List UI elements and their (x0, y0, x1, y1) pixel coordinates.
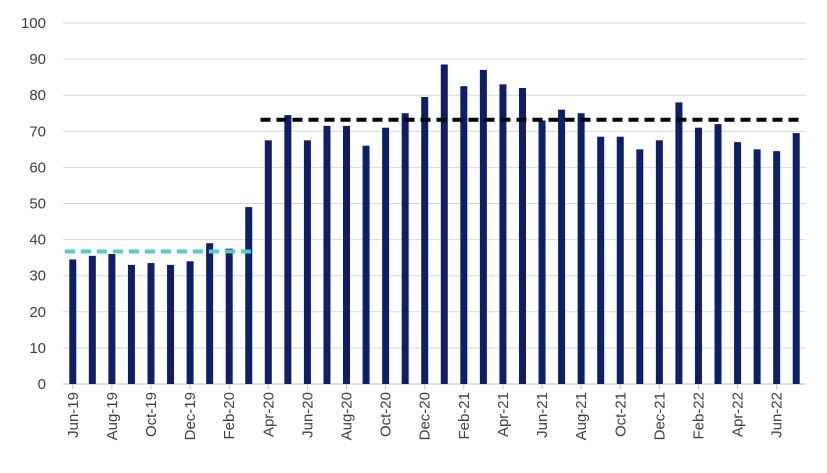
x-tick-label: Jun-22 (769, 392, 786, 438)
bar (421, 97, 429, 384)
bar (773, 151, 781, 384)
y-tick-label: 90 (29, 51, 46, 68)
x-tick-label: Aug-21 (573, 392, 590, 440)
bar (675, 102, 683, 385)
bar (127, 264, 135, 384)
bar (636, 149, 644, 384)
x-tick-label: Jun-19 (65, 392, 82, 438)
y-tick-label: 50 (29, 196, 46, 213)
bar (323, 125, 331, 384)
bar (167, 264, 175, 384)
x-tick-label: Feb-20 (221, 392, 238, 440)
bar (440, 64, 448, 384)
y-tick-label: 40 (29, 232, 46, 249)
bars (69, 64, 800, 385)
y-tick-label: 70 (29, 123, 46, 140)
bar (597, 136, 605, 384)
bar (108, 254, 116, 384)
y-tick-label: 10 (29, 340, 46, 357)
x-tick-label: Dec-19 (182, 392, 199, 440)
x-tick-label: Apr-21 (495, 392, 512, 437)
grid (63, 22, 806, 385)
bar (538, 120, 546, 384)
y-tick-label: 0 (38, 376, 46, 393)
x-tick-label: Feb-22 (690, 392, 707, 440)
bar (792, 133, 800, 384)
x-tick-label: Aug-19 (104, 392, 121, 440)
y-tick-label: 60 (29, 159, 46, 176)
bar (499, 84, 507, 385)
bar (382, 127, 390, 384)
x-tick-label: Dec-20 (417, 392, 434, 440)
y-tick-label: 30 (29, 268, 46, 285)
bar (245, 207, 253, 384)
x-axis-ticks: Jun-19 Aug-19 Oct-19 Dec-19 Feb-20 Apr-20 Jun-… (65, 384, 786, 440)
x-tick-label: Oct-19 (143, 392, 160, 437)
bar (655, 140, 663, 384)
bar (362, 145, 370, 384)
bar (303, 140, 311, 384)
bar (225, 248, 233, 385)
bar (558, 109, 566, 384)
x-tick-label: Apr-20 (260, 392, 277, 437)
bar (147, 263, 155, 384)
bar (753, 149, 761, 384)
bar (88, 255, 96, 384)
y-tick-label: 100 (21, 15, 46, 32)
bar (284, 115, 292, 384)
y-tick-label: 80 (29, 87, 46, 104)
x-tick-label: Apr-22 (730, 392, 747, 437)
bar (694, 127, 702, 384)
bar (479, 69, 487, 385)
x-tick-label: Oct-20 (378, 392, 395, 437)
bar (714, 124, 722, 384)
bar (206, 243, 214, 384)
bar (343, 125, 351, 384)
x-tick-label: Aug-20 (339, 392, 356, 440)
bar (518, 87, 526, 384)
x-tick-label: Jun-21 (534, 392, 551, 438)
bar (401, 113, 409, 384)
x-tick-label: Feb-21 (456, 392, 473, 440)
bar (186, 261, 194, 384)
y-tick-label: 20 (29, 304, 46, 321)
bar (577, 113, 585, 384)
reference-lines (64, 117, 801, 254)
x-tick-label: Dec-21 (651, 392, 668, 440)
bar (264, 140, 272, 384)
x-tick-label: Oct-21 (612, 392, 629, 437)
y-axis-ticks: 0 10 20 30 40 50 60 70 80 90 100 (21, 15, 46, 393)
bar (460, 86, 468, 385)
bar (69, 259, 77, 384)
bar (734, 142, 742, 384)
x-tick-label: Jun-20 (299, 392, 316, 438)
bar (616, 136, 624, 384)
